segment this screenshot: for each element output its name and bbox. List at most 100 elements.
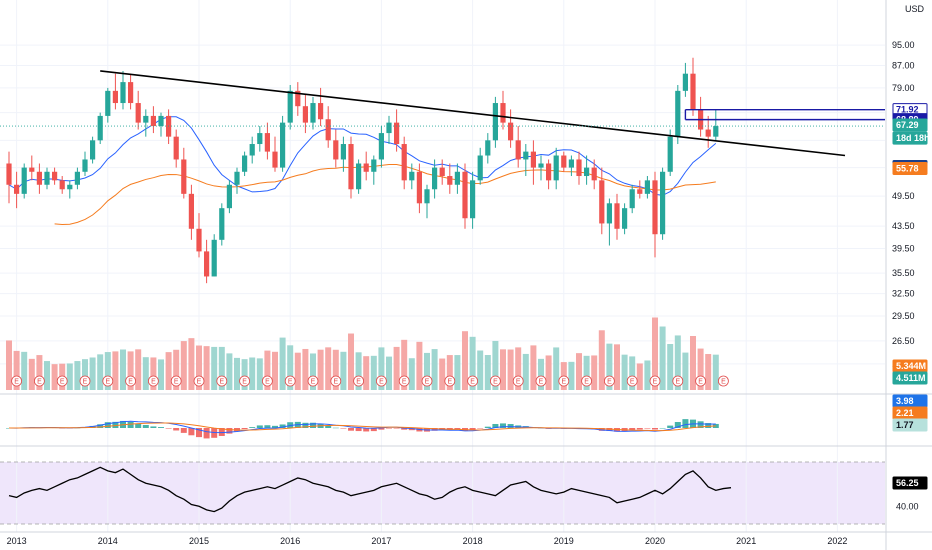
earnings-marker bbox=[604, 375, 615, 387]
earnings-marker bbox=[34, 375, 45, 387]
volume-tag-label: 4.511M bbox=[896, 373, 926, 383]
volume-bar bbox=[355, 352, 362, 390]
candle-body bbox=[515, 140, 521, 160]
price-tag-label: 67.29 bbox=[896, 120, 919, 130]
candle-body bbox=[340, 144, 346, 160]
earnings-marker-label: E bbox=[333, 379, 338, 386]
macd-histogram-bar bbox=[682, 419, 689, 428]
earnings-marker bbox=[147, 375, 159, 387]
candle-body bbox=[500, 103, 506, 123]
price-tick-label: 29.50 bbox=[892, 311, 915, 321]
volume-bar bbox=[439, 358, 446, 390]
candle-body bbox=[378, 133, 384, 160]
volume-bar bbox=[6, 340, 12, 390]
earnings-marker bbox=[307, 375, 319, 387]
earnings-marker-label: E bbox=[539, 379, 544, 386]
candle-body bbox=[576, 159, 582, 177]
volume-bar bbox=[188, 338, 195, 390]
time-tick-label: 2013 bbox=[7, 536, 27, 546]
candle-body bbox=[690, 73, 696, 110]
earnings-marker bbox=[261, 375, 273, 387]
macd-histogram-bar bbox=[188, 428, 195, 436]
candle-body bbox=[561, 155, 567, 168]
price-tag: 67.29 bbox=[892, 118, 928, 132]
earnings-marker-label: E bbox=[607, 379, 612, 386]
volume-bar bbox=[401, 339, 408, 390]
volume-bar bbox=[431, 349, 438, 390]
currency-label[interactable]: USD bbox=[905, 4, 925, 14]
macd-histogram-bar bbox=[393, 428, 400, 429]
candle-body bbox=[568, 159, 574, 168]
candle-body bbox=[257, 133, 263, 145]
candle-body bbox=[584, 167, 590, 177]
drawing-layer bbox=[0, 70, 885, 157]
macd-histogram-bar bbox=[135, 423, 142, 428]
candle-body bbox=[14, 184, 20, 194]
volume-bar bbox=[652, 317, 658, 390]
candle-body bbox=[523, 151, 529, 160]
price-tick-label: 79.00 bbox=[892, 83, 915, 93]
earnings-marker-label: E bbox=[242, 379, 247, 386]
earnings-marker-label: E bbox=[37, 379, 42, 386]
candle-body bbox=[356, 163, 362, 190]
volume-bar bbox=[446, 355, 453, 390]
macd-histogram-bar bbox=[363, 428, 370, 432]
macd-histogram-bar bbox=[165, 428, 172, 429]
candle-body bbox=[652, 180, 658, 235]
earnings-marker bbox=[216, 375, 228, 387]
price-tag-bg bbox=[892, 118, 928, 132]
volume-tag: 5.344M bbox=[892, 359, 928, 373]
volume-bar bbox=[112, 351, 119, 390]
volume-bar bbox=[682, 352, 689, 390]
macd-tag: 3.98 bbox=[892, 394, 928, 408]
candle-body bbox=[416, 171, 422, 204]
ma-fast-line bbox=[8, 116, 717, 196]
volume-bar bbox=[598, 330, 605, 390]
volume-bar bbox=[226, 353, 233, 390]
volume-bar bbox=[712, 354, 719, 390]
rsi-tag: 56.25 bbox=[892, 476, 928, 490]
macd-line bbox=[8, 420, 716, 434]
macd-histogram-bar bbox=[431, 428, 438, 431]
volume-bar bbox=[104, 352, 111, 390]
rsi-layer bbox=[0, 461, 885, 525]
candle-body bbox=[492, 103, 498, 141]
earnings-marker bbox=[558, 375, 570, 387]
candle-body bbox=[477, 155, 483, 181]
volume-bar bbox=[363, 356, 370, 390]
candle-body bbox=[713, 126, 719, 137]
earnings-marker-label: E bbox=[561, 379, 566, 386]
volume-bar bbox=[545, 355, 552, 390]
moving-average-layer bbox=[8, 116, 717, 225]
candle-body bbox=[363, 163, 369, 172]
earnings-marker bbox=[239, 375, 251, 387]
earnings-marker-label: E bbox=[653, 379, 658, 386]
volume-bar bbox=[515, 347, 522, 390]
volume-bar bbox=[674, 335, 681, 390]
candle-body bbox=[310, 103, 316, 123]
macd-tag-bg bbox=[892, 418, 928, 432]
volume-bar bbox=[621, 354, 628, 390]
macd-histogram-bar bbox=[469, 428, 476, 430]
macd-histogram-bar bbox=[302, 422, 309, 428]
volume-bar bbox=[279, 337, 286, 390]
volume-bar bbox=[158, 359, 164, 390]
price-tag-label: 71.92 bbox=[896, 105, 919, 115]
volume-bar bbox=[408, 358, 415, 390]
candle-body bbox=[196, 228, 202, 252]
rsi-tag-label: 56.25 bbox=[896, 478, 919, 488]
price-tick-label: 87.00 bbox=[892, 61, 915, 71]
macd-histogram-bar bbox=[378, 428, 385, 430]
candle-body bbox=[386, 122, 392, 134]
volume-bar bbox=[264, 350, 271, 390]
macd-histogram-bar bbox=[454, 428, 461, 430]
earnings-marker bbox=[512, 375, 524, 387]
earnings-marker-label: E bbox=[675, 379, 680, 386]
candle-body bbox=[439, 167, 445, 177]
price-tick-label: 95.00 bbox=[892, 40, 915, 50]
macd-histogram-bar bbox=[340, 428, 347, 429]
macd-histogram-bar bbox=[370, 428, 377, 432]
